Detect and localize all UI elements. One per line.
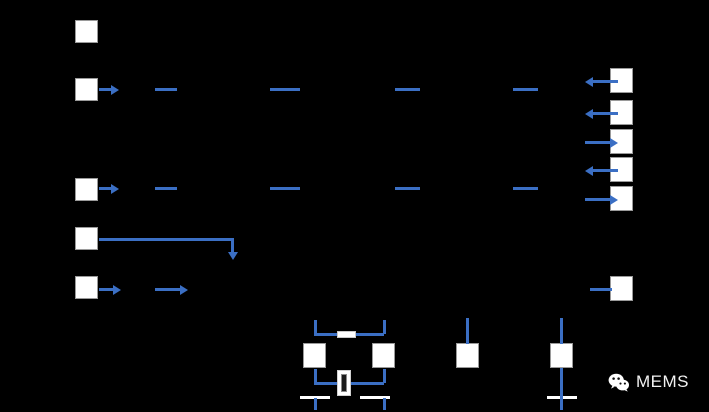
dash-segment — [270, 88, 300, 91]
arrow-shaft — [585, 141, 610, 144]
arrow-head-right-icon — [610, 194, 618, 205]
block-node-right-6[interactable] — [610, 276, 633, 301]
arrow-shaft — [155, 288, 180, 291]
block-node-2[interactable] — [75, 78, 98, 101]
watermark-label: MEMS — [636, 372, 689, 391]
dash-segment — [155, 187, 177, 190]
assembly-center-slot[interactable] — [337, 370, 351, 396]
block-node-bottom-1[interactable] — [303, 343, 326, 368]
block-node-1[interactable] — [75, 20, 98, 43]
assembly-white-cap — [360, 396, 390, 399]
arrow-shaft — [99, 288, 113, 291]
assembly-bottom-stem — [383, 369, 386, 383]
dash-segment — [513, 187, 538, 190]
assembly-top-stem — [383, 320, 386, 334]
arrow-shaft — [99, 88, 111, 91]
assembly-center-slot-inner — [341, 374, 347, 392]
assembly-top-stem — [314, 320, 317, 334]
block-node-bottom-3[interactable] — [456, 343, 479, 368]
elbow-vertical-segment — [231, 238, 234, 252]
assembly-white-cap — [300, 396, 330, 399]
dash-segment — [395, 187, 420, 190]
arrow-shaft — [593, 112, 618, 115]
arrow-head-right-icon — [610, 137, 618, 148]
assembly-drop-line — [383, 398, 386, 410]
block-node-4[interactable] — [75, 227, 98, 250]
assembly-drop-line — [314, 398, 317, 410]
block-node-bottom-2[interactable] — [372, 343, 395, 368]
block-node-5[interactable] — [75, 276, 98, 299]
arrow-head-down-icon — [227, 252, 238, 260]
arrow-head-right-icon — [111, 183, 119, 194]
arrow-head-left-icon — [585, 165, 593, 176]
arrow-shaft — [593, 80, 618, 83]
assembly-node-stem — [560, 318, 563, 344]
arrow-head-right-icon — [111, 84, 119, 95]
wechat-icon — [608, 373, 629, 392]
assembly-node-stem — [560, 368, 563, 410]
block-node-bottom-4[interactable] — [550, 343, 573, 368]
arrow-head-right-icon — [113, 284, 121, 295]
arrow-head-right-icon — [180, 284, 188, 295]
elbow-horizontal-segment — [99, 238, 231, 241]
dash-segment — [155, 88, 177, 91]
arrow-head-left-icon — [585, 108, 593, 119]
assembly-bottom-stem — [314, 369, 317, 383]
assembly-top-white-rect[interactable] — [337, 331, 356, 338]
plain-connector — [590, 288, 612, 291]
dash-segment — [395, 88, 420, 91]
watermark: MEMS — [608, 372, 689, 392]
block-node-3[interactable] — [75, 178, 98, 201]
dash-segment — [270, 187, 300, 190]
assembly-node-stem — [466, 318, 469, 344]
arrow-shaft — [585, 198, 610, 201]
arrow-head-left-icon — [585, 76, 593, 87]
arrow-shaft — [593, 169, 618, 172]
dash-segment — [513, 88, 538, 91]
arrow-shaft — [99, 187, 111, 190]
